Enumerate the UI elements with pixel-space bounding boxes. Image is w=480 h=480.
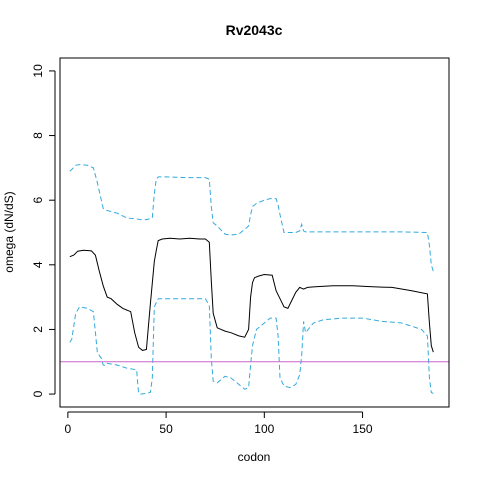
y-tick-label: 2 (31, 326, 45, 333)
y-tick-label: 6 (31, 197, 45, 204)
y-axis: 0 2 4 6 8 10 (31, 64, 56, 397)
x-axis-label: codon (238, 450, 271, 464)
y-tick-label: 4 (31, 261, 45, 268)
x-tick-label: 150 (353, 422, 373, 436)
lower-bound-line (69, 298, 434, 395)
x-tick-label: 0 (65, 422, 72, 436)
y-tick-label: 0 (31, 390, 45, 397)
y-axis-label: omega (dN/dS) (2, 191, 16, 272)
plot-frame (59, 57, 450, 408)
y-tick-label: 8 (31, 132, 45, 139)
x-tick-label: 50 (159, 422, 173, 436)
upper-bound-line (69, 164, 434, 272)
x-axis: 0 50 100 150 (65, 411, 373, 436)
series-lines (60, 164, 449, 395)
x-tick-label: 100 (254, 422, 274, 436)
chart-title: Rv2043c (226, 22, 283, 38)
y-tick-label: 10 (31, 64, 45, 78)
omega-estimate-line (69, 237, 434, 353)
